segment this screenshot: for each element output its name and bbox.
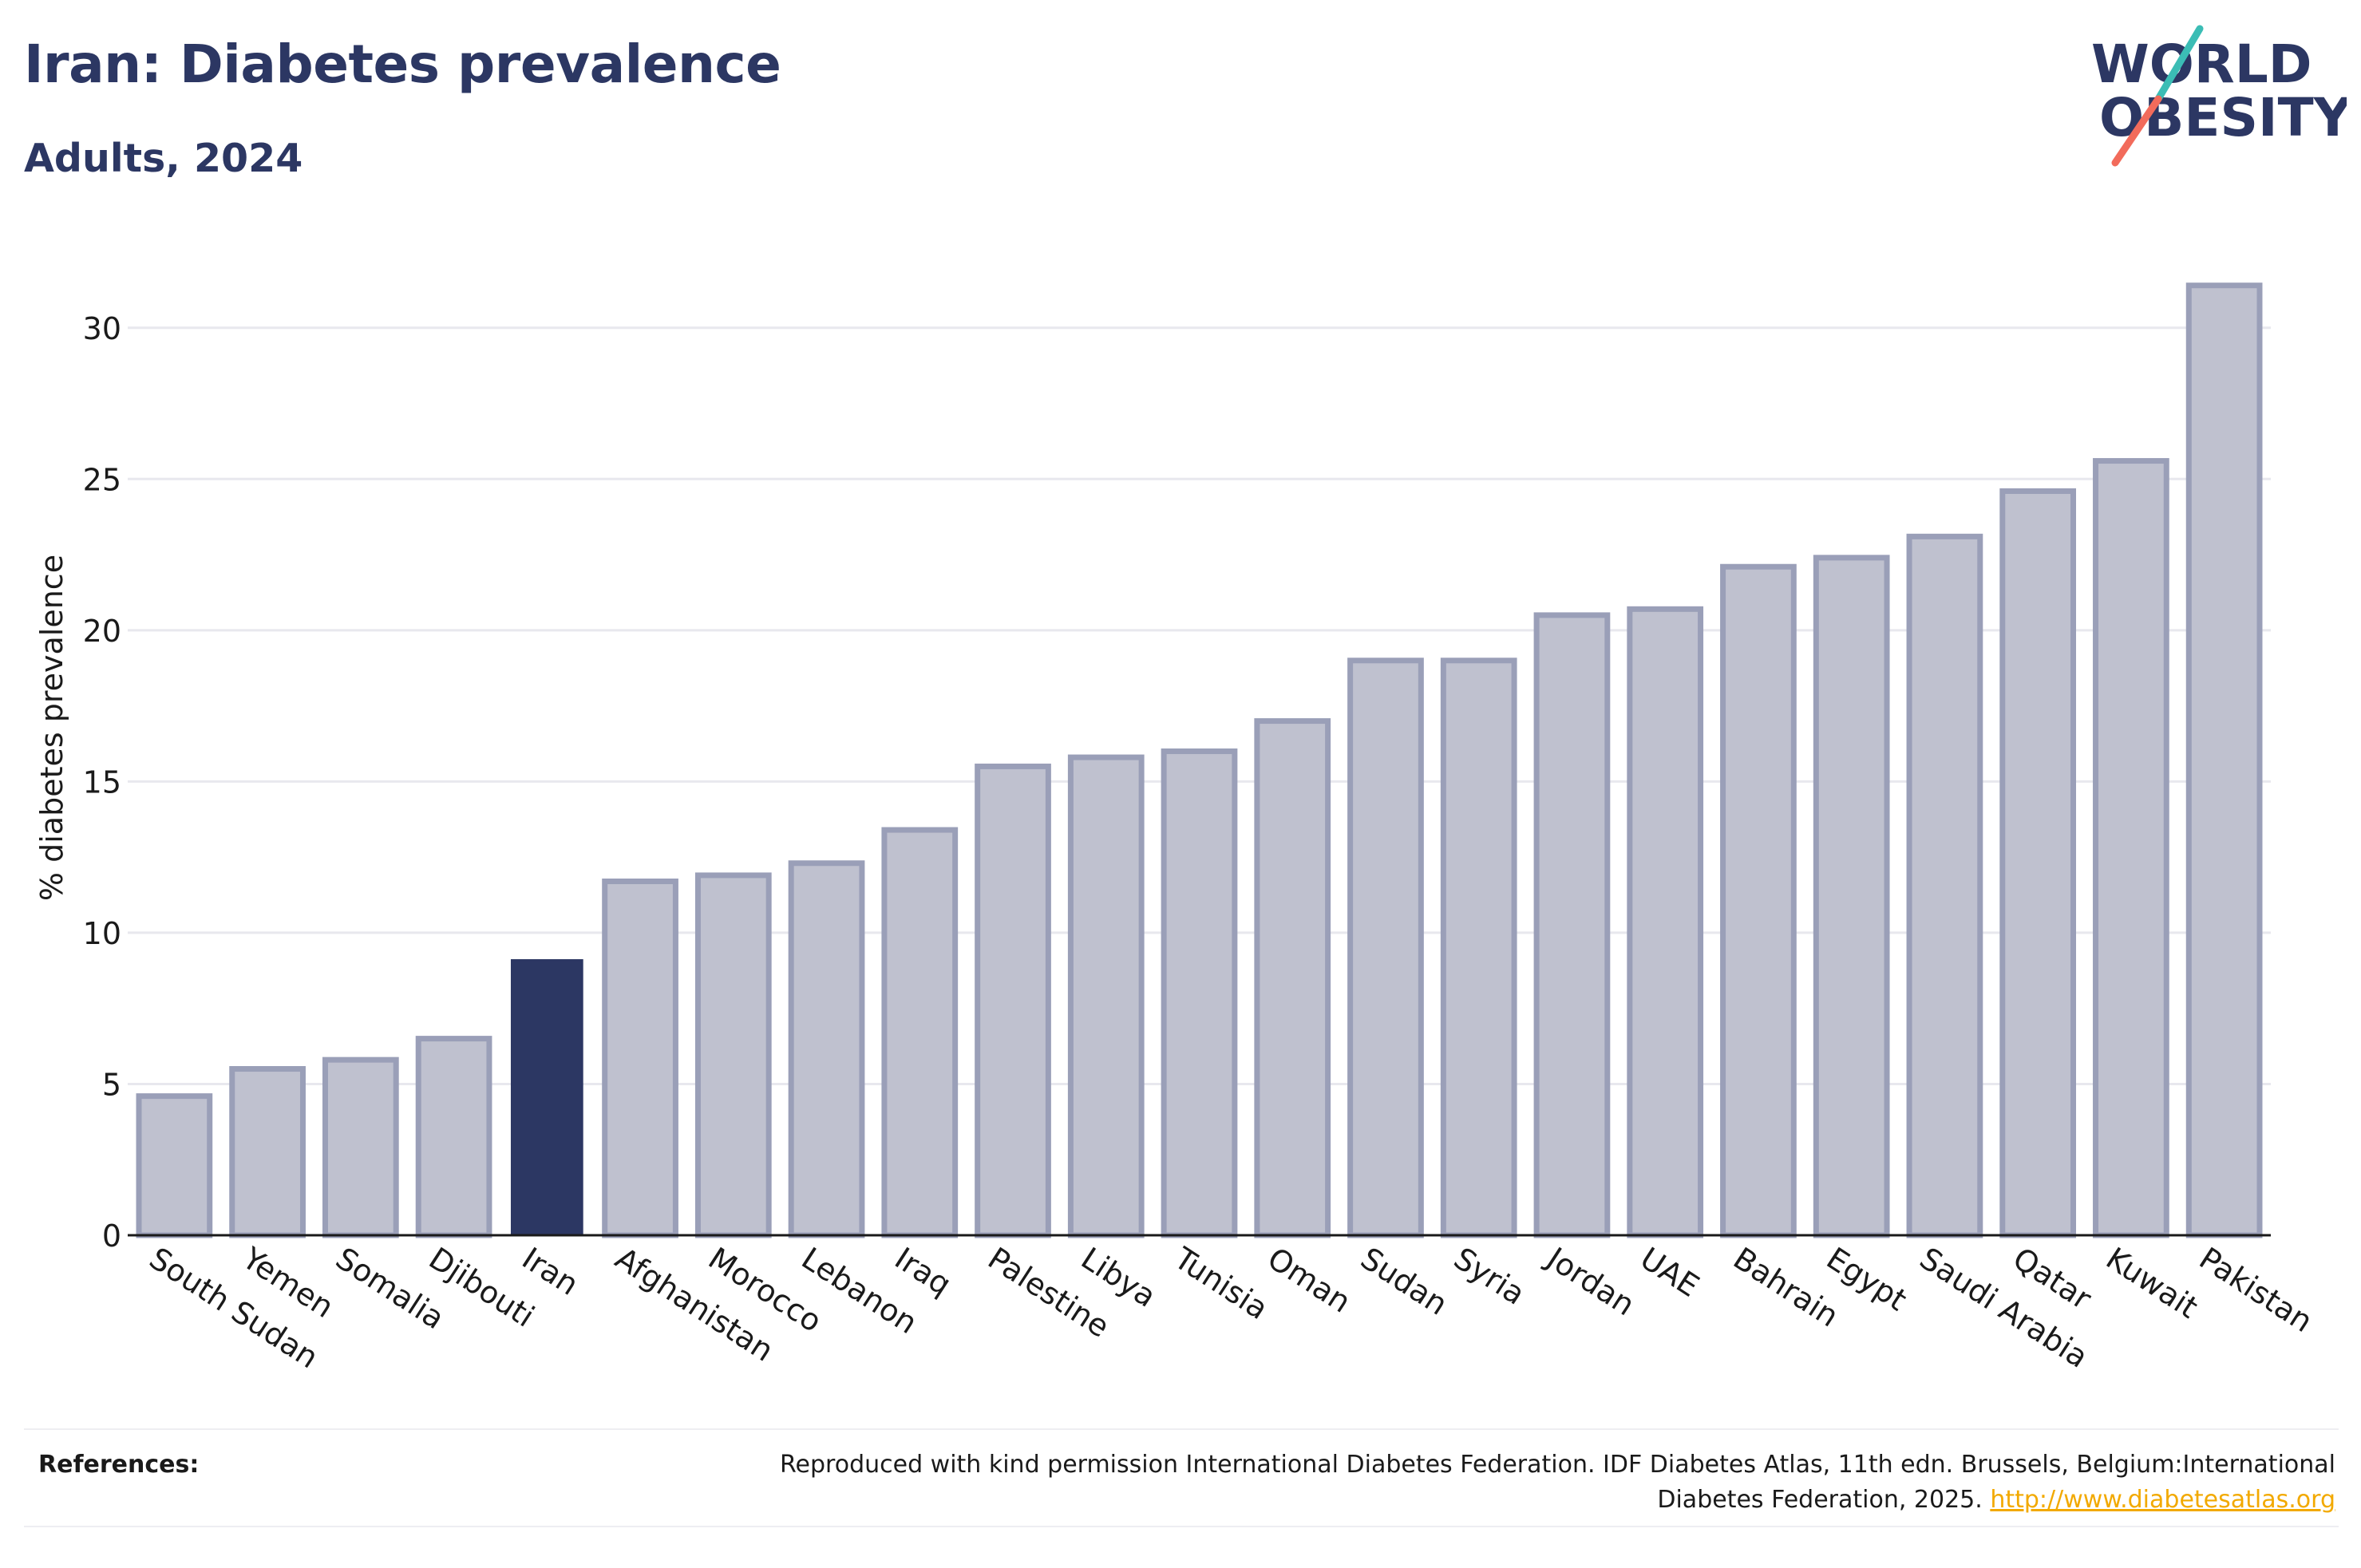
world-obesity-logo: WORLD OBESITY bbox=[2091, 25, 2347, 167]
logo-slash-top bbox=[2154, 25, 2204, 103]
y-tick-label: 25 bbox=[83, 462, 121, 497]
x-tick-label: Oman bbox=[1261, 1241, 1357, 1320]
x-tick-label: Jordan bbox=[1540, 1240, 1641, 1323]
x-tick-label: Syria bbox=[1448, 1241, 1532, 1312]
x-tick-label: Kuwait bbox=[2100, 1241, 2204, 1325]
y-tick-label: 5 bbox=[102, 1067, 121, 1102]
bar-palestine bbox=[975, 763, 1051, 1238]
bar-saudi-arabia bbox=[1906, 533, 1983, 1238]
chart-title: Iran: Diabetes prevalence bbox=[24, 34, 781, 95]
bars bbox=[136, 282, 2263, 1238]
bar-oman bbox=[1254, 718, 1331, 1238]
bar-uae bbox=[1627, 606, 1704, 1238]
x-tick-label: Tunisia bbox=[1168, 1240, 1275, 1326]
bar-lebanon bbox=[788, 860, 865, 1238]
bar-sudan bbox=[1347, 658, 1424, 1238]
y-tick-label: 0 bbox=[102, 1218, 121, 1254]
references-line1: Reproduced with kind permission Internat… bbox=[780, 1451, 2335, 1479]
bar-jordan bbox=[1533, 612, 1611, 1238]
x-tick-label: Iran bbox=[516, 1241, 584, 1302]
bar-somalia bbox=[322, 1057, 399, 1238]
bar-tunisia bbox=[1161, 748, 1238, 1238]
x-tick-label: Afghanistan bbox=[609, 1241, 780, 1369]
bar-pakistan bbox=[2185, 282, 2263, 1238]
bar-iran bbox=[510, 959, 583, 1237]
logo-text-world: WORLD bbox=[2091, 34, 2312, 95]
bar-yemen bbox=[229, 1066, 306, 1238]
bar-syria bbox=[1440, 658, 1517, 1238]
y-tick-label: 15 bbox=[83, 764, 121, 800]
chart-subtitle: Adults, 2024 bbox=[24, 136, 303, 181]
x-tick-label: UAE bbox=[1634, 1241, 1705, 1304]
bar-bahrain bbox=[1720, 563, 1797, 1238]
bar-iraq bbox=[881, 827, 959, 1238]
bar-djibouti bbox=[415, 1036, 492, 1238]
x-tick-label: Bahrain bbox=[1727, 1241, 1845, 1334]
references-text: Reproduced with kind permission Internat… bbox=[579, 1448, 2335, 1518]
bar-afghanistan bbox=[602, 878, 678, 1238]
y-tick-label: 20 bbox=[83, 614, 121, 649]
bar-libya bbox=[1067, 754, 1145, 1238]
references-line2: Diabetes Federation, 2025. bbox=[1657, 1486, 1983, 1514]
bar-qatar bbox=[1999, 488, 2077, 1238]
bar-kuwait bbox=[2093, 458, 2169, 1238]
x-tick-label: Sudan bbox=[1355, 1241, 1453, 1322]
bar-egypt bbox=[1813, 555, 1890, 1238]
references-bottom-rule bbox=[24, 1526, 2339, 1527]
references-link[interactable]: http://www.diabetesatlas.org bbox=[1990, 1486, 2335, 1514]
bar-south-sudan bbox=[136, 1093, 213, 1238]
x-tick-label: Iraq bbox=[888, 1241, 957, 1302]
bar-morocco bbox=[694, 872, 772, 1238]
logo-text-obesity: OBESITY bbox=[2099, 87, 2347, 148]
y-tick-label: 10 bbox=[83, 916, 121, 951]
references-label: References: bbox=[38, 1451, 200, 1479]
x-tick-label: Pakistan bbox=[2193, 1241, 2319, 1340]
y-tick-label: 30 bbox=[83, 311, 121, 346]
references-top-rule bbox=[24, 1428, 2339, 1430]
y-axis-label: % diabetes prevalence bbox=[34, 555, 69, 901]
logo-slash-bottom bbox=[2111, 95, 2162, 167]
